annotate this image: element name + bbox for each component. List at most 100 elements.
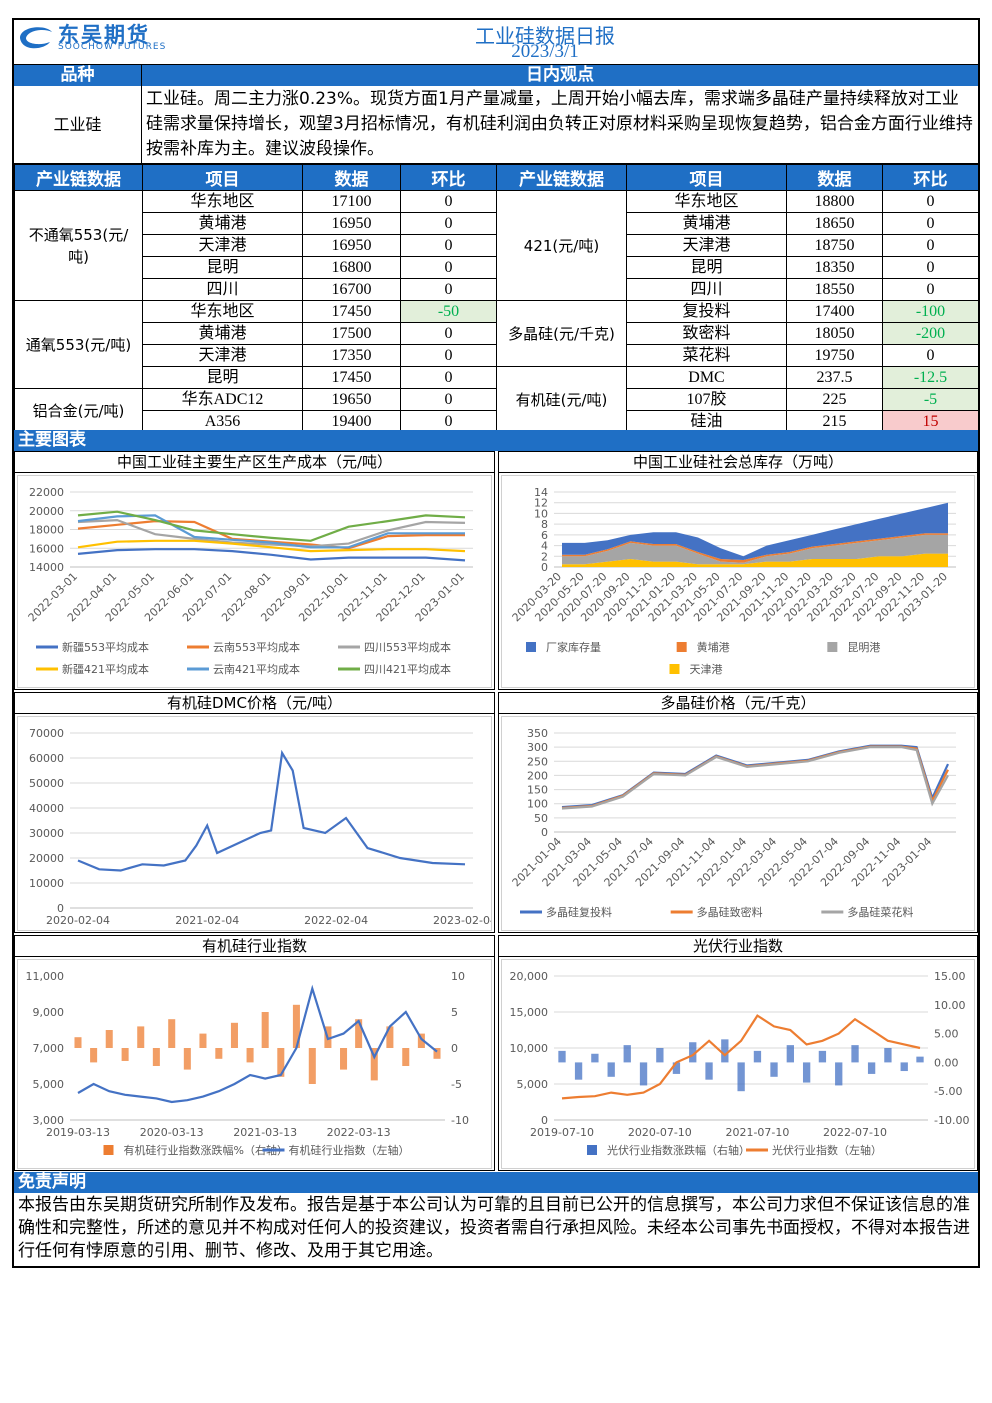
y-tick-label: 10000: [29, 877, 64, 890]
data-table: 产业链数据 项目 数据 环比 产业链数据 项目 数据 环比 不通氧553(元/吨) 华东地区 171…: [14, 164, 979, 433]
group-cell: 通氧553(元/吨): [14, 300, 143, 389]
header-cell: 环比: [882, 164, 979, 191]
y-tick-label: 18000: [29, 524, 64, 537]
y-tick-label: 12: [534, 497, 548, 510]
bar: [884, 1048, 892, 1063]
y-tick-label: 30000: [29, 827, 64, 840]
chart-panel: 多晶硅价格（元/千克） 0 50 100 150 200 250 300 350 2021-01-…: [498, 692, 978, 933]
report-title: 工业硅数据日报: [475, 24, 615, 48]
y-tick-label: -5: [451, 1078, 462, 1091]
line-series: [77, 518, 466, 548]
legend-label: 多晶硅复投料: [546, 905, 612, 919]
data-row: 不通氧553(元/吨) 华东地区 17100 0 421(元/吨) 华东地区 18800 0: [14, 190, 979, 301]
bar: [851, 1045, 859, 1063]
legend-label: 光伏行业指数（左轴）: [772, 1143, 882, 1157]
x-tick-label: 2020-07-10: [628, 1126, 692, 1139]
y-tick-label: 8: [541, 518, 548, 531]
y-tick-label: 20000: [29, 505, 64, 518]
item-cell: 华东ADC12: [142, 388, 303, 411]
y-tick-label: 5,000: [517, 1078, 549, 1091]
x-tick-label: 2019-07-10: [530, 1126, 594, 1139]
change-cell: 0: [400, 344, 497, 367]
change-cell: 0: [400, 322, 497, 345]
chart: 3,000 5,000 7,000 9,000 11,000 -10 -5 0 5 10 2019-…: [17, 959, 492, 1169]
value-cell: 16950: [302, 234, 401, 257]
item-cell: 华东地区: [626, 190, 787, 213]
line-series: [77, 539, 466, 553]
legend-label: 新疆421平均成本: [62, 662, 149, 676]
data-row: 黄埔港 16950 0 黄埔港 18650 0: [15, 212, 979, 235]
area-series: [562, 533, 948, 563]
y-tick-label: 0: [541, 1114, 548, 1127]
legend-label: 四川553平均成本: [364, 640, 451, 654]
bar: [121, 1048, 129, 1061]
chart-title: 有机硅DMC价格（元/吨）: [15, 693, 494, 714]
bar: [705, 1062, 713, 1080]
item-cell: 黄埔港: [142, 212, 303, 235]
bar: [867, 1062, 876, 1074]
x-tick-label: 2021-03-13: [233, 1126, 297, 1139]
header-cell: 产业链数据: [496, 164, 627, 191]
x-tick-label: 2020-02-04: [46, 914, 110, 927]
value-cell: 17450: [302, 366, 401, 389]
header-cell: 产业链数据: [14, 164, 143, 191]
line-series: [77, 548, 466, 562]
bar: [183, 1048, 191, 1070]
y-tick-label: 0: [541, 561, 548, 574]
change-cell: -50: [400, 300, 497, 323]
chart-panel: 有机硅DMC价格（元/吨） 0 10000 20000 30000 40000 50000 6…: [14, 692, 495, 933]
bar: [737, 1062, 745, 1092]
group-cell: 有机硅(元/吨): [496, 366, 627, 433]
value-cell: 19750: [786, 344, 883, 367]
y-tick-label: 10.00: [934, 999, 966, 1012]
y-tick-label: 14: [534, 486, 548, 499]
item-cell: DMC: [626, 366, 787, 389]
group-cell: 铝合金(元/吨): [14, 388, 143, 433]
value-cell: 18550: [786, 278, 883, 301]
value-cell: 17450: [302, 300, 401, 323]
bar: [199, 1033, 207, 1048]
y-tick-label: 50000: [29, 777, 64, 790]
change-cell: -100: [882, 300, 979, 323]
y-tick-label: 10: [451, 970, 465, 983]
item-cell: 昆明: [142, 366, 303, 389]
item-cell: 天津港: [626, 234, 787, 257]
value-cell: 17500: [302, 322, 401, 345]
legend-label: 昆明港: [847, 641, 880, 654]
legend-marker: [669, 664, 680, 674]
y-tick-label: 0: [451, 1042, 458, 1055]
bar: [402, 1048, 410, 1066]
y-tick-label: 14000: [29, 561, 64, 574]
bar: [916, 1056, 924, 1063]
legend-label: 四川421平均成本: [364, 662, 451, 676]
x-tick-label: 2019-03-13: [46, 1126, 110, 1139]
legend-label: 新疆553平均成本: [62, 640, 149, 654]
x-tick-label: 2022-02-04: [304, 914, 368, 927]
x-tick-label: 2021-07-10: [725, 1126, 789, 1139]
legend-marker: [676, 642, 687, 652]
view-text: 工业硅。周二主力涨0.23%。现货方面1月产量减量，上周开始小幅去库，需求端多晶…: [142, 86, 978, 164]
data-row: 天津港 16950 0 天津港 18750 0: [15, 234, 979, 257]
change-cell: -12.5: [882, 366, 979, 389]
x-tick-label: 2022-07-10: [823, 1126, 887, 1139]
item-cell: 昆明: [626, 256, 787, 279]
bar: [818, 1050, 827, 1063]
data-row: 黄埔港 17500 0 致密料 18050 -200: [15, 322, 979, 345]
section-bar: 主要图表: [14, 430, 978, 451]
y-tick-label: 0: [57, 902, 64, 915]
group-cell: 421(元/吨): [496, 190, 627, 301]
chart-title: 有机硅行业指数: [15, 936, 494, 957]
y-tick-label: 7,000: [33, 1042, 65, 1055]
data-row: 昆明 17450 0 有机硅(元/吨) DMC 237.5 -12.5: [15, 366, 979, 433]
change-cell: 0: [882, 212, 979, 235]
item-cell: 黄埔港: [626, 212, 787, 235]
chart-panel: 有机硅行业指数 3,000 5,000 7,000 9,000 11,000 -10 -5 0 5…: [14, 935, 495, 1171]
y-tick-label: 40000: [29, 802, 64, 815]
bar: [639, 1062, 648, 1086]
item-cell: 华东地区: [142, 300, 303, 323]
y-tick-label: -10: [451, 1114, 469, 1127]
disclaimer-text: 本报告由东吴期货研究所制作及发布。报告是基于本公司认为可靠的且目前已公开的信息撰…: [18, 1195, 970, 1261]
x-tick-label: 2022-03-13: [327, 1126, 391, 1139]
value-cell: 18650: [786, 212, 883, 235]
bar: [591, 1053, 599, 1063]
